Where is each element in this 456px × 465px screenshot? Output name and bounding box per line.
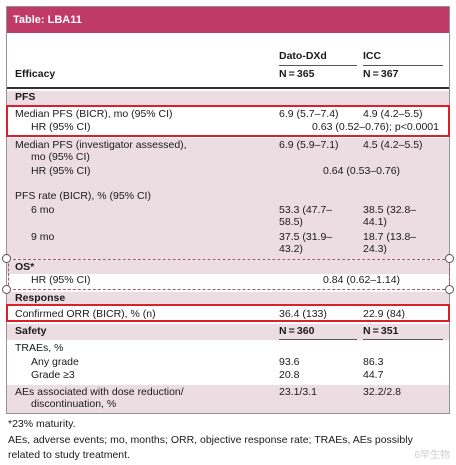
os-hr-label: HR (95% CI): [31, 274, 91, 286]
pfs-rate-9mo-label: 9 mo: [31, 231, 55, 243]
safety-n-dato: N = 360: [279, 325, 315, 337]
hr-pfs-bicr-label: HR (95% CI): [31, 121, 91, 133]
ae-band: [7, 385, 449, 413]
median-pfs-investigator-label: Median PFS (investigator assessed),: [15, 139, 187, 151]
pfs-rate-6mo-icc-b: 44.1): [363, 216, 387, 228]
median-pfs-bicr-label: Median PFS (BICR), mo (95% CI): [15, 108, 173, 120]
hr-pfs-investigator-value: 0.64 (0.53–0.76): [323, 165, 401, 177]
pfs-rate-9mo-dato-a: 37.5 (31.9–: [279, 231, 333, 243]
ae-dose-label: AEs associated with dose reduction/: [15, 386, 184, 398]
response-section-band: [7, 292, 449, 306]
table-frame: Table: LBA11 Dato-DXd ICC Efficacy N = 3…: [6, 6, 450, 414]
grade3-label: Grade ≥3: [31, 369, 75, 381]
grade3-icc: 44.7: [363, 369, 384, 381]
pfs-rate-label: PFS rate (BICR), % (95% CI): [15, 190, 151, 202]
orr-dato: 36.4 (133): [279, 308, 327, 320]
n-icc: N = 367: [363, 68, 399, 80]
safety-rule-2: [363, 339, 443, 340]
median-pfs-investigator-dato: 6.9 (5.9–7.1): [279, 139, 339, 151]
pfs-section-heading: PFS: [15, 91, 36, 103]
os-section-band: [7, 260, 449, 274]
footnote-maturity: *23% maturity.: [8, 418, 76, 430]
pfs-rate-6mo-icc-a: 38.5 (32.8–: [363, 204, 417, 216]
median-pfs-investigator-label-2: mo (95% CI): [31, 151, 90, 163]
footnote-abbreviations-2: related to study treatment.: [8, 449, 130, 461]
grade3-dato: 20.8: [279, 369, 300, 381]
selection-handle-icon[interactable]: [2, 254, 11, 263]
pfs-rate-9mo-icc-b: 24.3): [363, 243, 387, 255]
any-grade-label: Any grade: [31, 356, 79, 368]
pfs-investigator-band: [7, 138, 449, 190]
orr-label: Confirmed ORR (BICR), % (n): [15, 308, 156, 320]
pfs-rate-9mo-dato-b: 43.2): [279, 243, 303, 255]
watermark: 6早生物: [414, 450, 450, 461]
any-grade-icc: 86.3: [363, 356, 384, 368]
ae-dose-dato: 23.1/3.1: [279, 386, 317, 398]
pfs-rate-9mo-icc-a: 18.7 (13.8–: [363, 231, 417, 243]
column-header-rule-2: [363, 65, 443, 66]
pfs-rate-6mo-dato-b: 58.5): [279, 216, 303, 228]
selection-handle-icon[interactable]: [445, 285, 454, 294]
safety-rule-1: [279, 339, 357, 340]
pfs-section-band: [7, 91, 449, 105]
os-hr-value: 0.84 (0.62–1.14): [323, 274, 401, 286]
os-section-heading: OS*: [15, 261, 35, 273]
ae-dose-label-2: discontinuation, %: [31, 398, 117, 410]
column-header-icc: ICC: [363, 50, 382, 62]
pfs-rate-6mo-dato-a: 53.3 (47.7–: [279, 204, 333, 216]
efficacy-heading: Efficacy: [15, 68, 56, 80]
column-header-dato-dxd: Dato-DXd: [279, 50, 327, 62]
traes-label: TRAEs, %: [15, 342, 64, 354]
response-section-heading: Response: [15, 292, 66, 304]
safety-section-heading: Safety: [15, 325, 47, 337]
column-header-rule-1: [279, 65, 357, 66]
selection-handle-icon[interactable]: [2, 285, 11, 294]
safety-section-band: [7, 324, 449, 340]
hr-pfs-investigator-label: HR (95% CI): [31, 165, 91, 177]
selection-handle-icon[interactable]: [445, 254, 454, 263]
median-pfs-bicr-icc: 4.9 (4.2–5.5): [363, 108, 423, 120]
footnote-abbreviations: AEs, adverse events; mo, months; ORR, ob…: [8, 434, 413, 446]
n-dato-dxd: N = 365: [279, 68, 315, 80]
median-pfs-investigator-icc: 4.5 (4.2–5.5): [363, 139, 423, 151]
table-title: Table: LBA11: [7, 7, 449, 33]
any-grade-dato: 93.6: [279, 356, 300, 368]
header-rule: [7, 87, 449, 89]
hr-pfs-bicr-value: 0.63 (0.52–0.76); p<0.0001: [312, 121, 439, 133]
pfs-rate-6mo-label: 6 mo: [31, 204, 55, 216]
median-pfs-bicr-dato: 6.9 (5.7–7.4): [279, 108, 339, 120]
safety-n-icc: N = 351: [363, 325, 399, 337]
pfs-rate-band: [7, 190, 449, 259]
orr-icc: 22.9 (84): [363, 308, 406, 320]
ae-dose-icc: 32.2/2.8: [363, 386, 401, 398]
